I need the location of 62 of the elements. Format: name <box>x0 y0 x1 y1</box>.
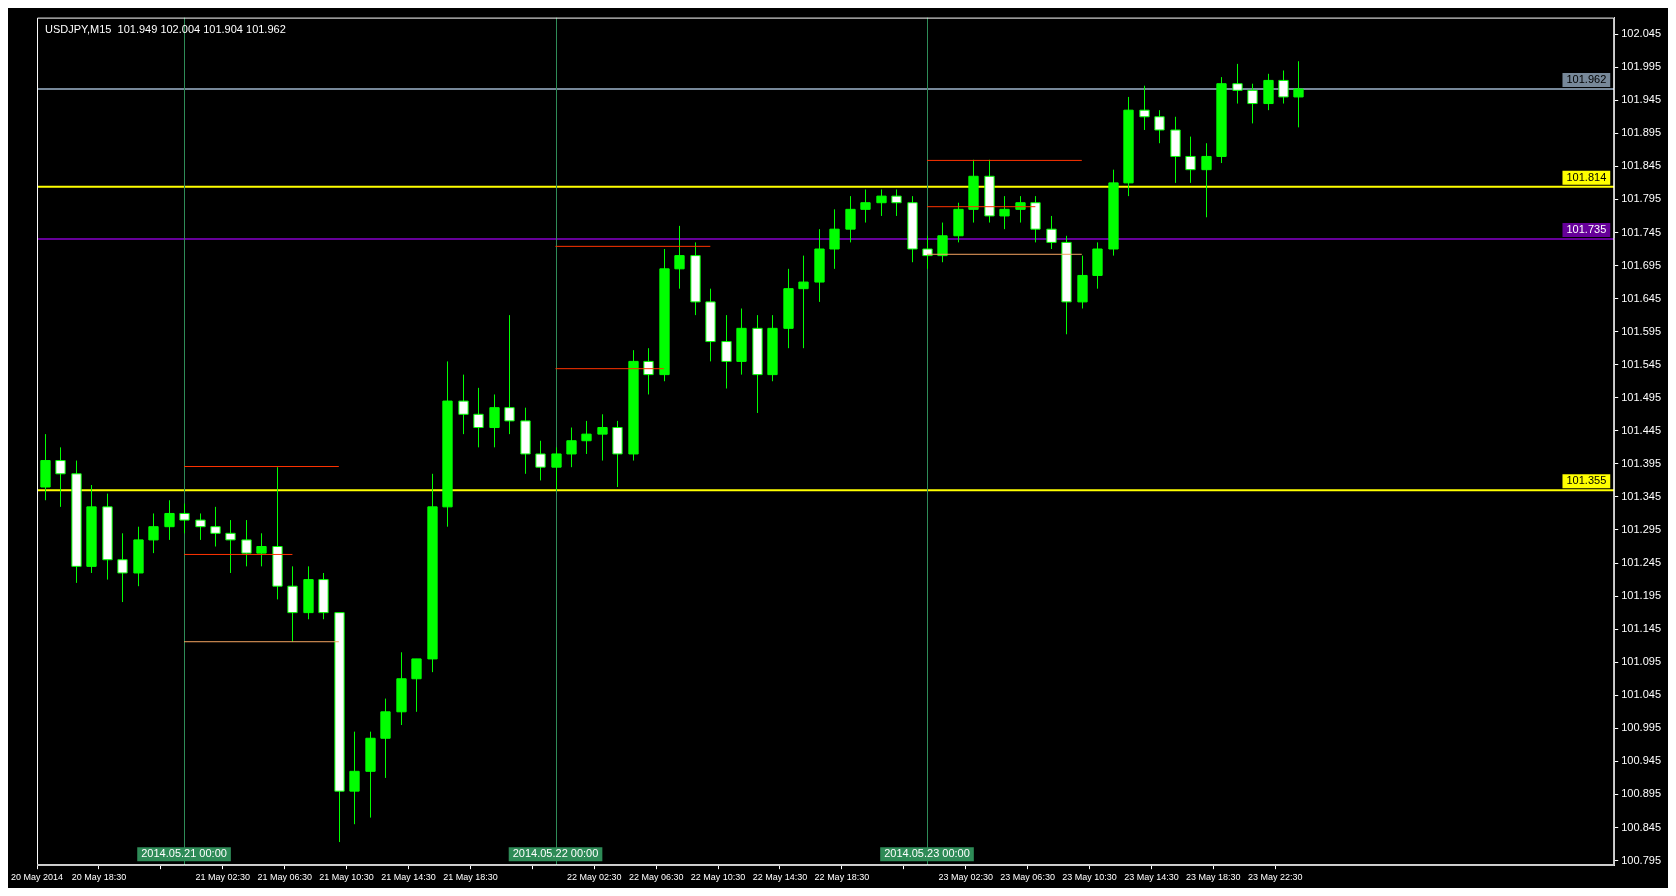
candlestick <box>721 314 732 390</box>
x-tick-label: 22 May 10:30 <box>690 872 746 883</box>
y-tick-label: 101.845 <box>1621 159 1661 172</box>
ref-line-label: 2014.05.21 00:00 <box>141 847 227 860</box>
x-tick-label: 21 May 18:30 <box>443 872 498 883</box>
candlestick <box>241 519 252 567</box>
ref-line-label: 101.962 <box>1566 73 1607 86</box>
x-tick-label: 23 May 10:30 <box>1062 872 1117 883</box>
ref-line-label: 101.355 <box>1566 474 1607 487</box>
x-tick-label: 22 May 18:30 <box>814 872 870 883</box>
x-tick-label: 21 May 10:30 <box>319 872 374 883</box>
y-tick-label: 101.795 <box>1621 192 1661 205</box>
candlestick <box>597 413 608 462</box>
y-tick-label: 102.045 <box>1621 27 1661 40</box>
candlestick <box>860 189 871 224</box>
y-tick-label: 101.195 <box>1621 589 1661 602</box>
x-tick-label: 22 May 02:30 <box>566 872 622 883</box>
candlestick <box>489 393 500 448</box>
y-tick-label: 100.995 <box>1621 721 1661 734</box>
candlestick <box>535 440 546 481</box>
x-tick-label: 20 May 18:30 <box>71 872 127 883</box>
y-tick-label: 100.845 <box>1621 820 1661 833</box>
candlestick <box>210 506 221 548</box>
candlestick <box>1232 63 1243 105</box>
x-tick-label: 22 May 06:30 <box>628 872 684 883</box>
ref-line-label: 2014.05.23 00:00 <box>884 847 970 860</box>
y-tick-label: 101.995 <box>1621 60 1661 73</box>
x-tick-label: 22 May 14:30 <box>752 872 808 883</box>
y-tick-label: 100.945 <box>1621 754 1661 767</box>
ref-line-label: 101.814 <box>1566 170 1607 183</box>
x-tick-label: 23 May 06:30 <box>1000 872 1055 883</box>
x-tick-label: 23 May 14:30 <box>1124 872 1179 883</box>
y-tick-label: 101.695 <box>1621 258 1661 271</box>
ref-line-label: 2014.05.22 00:00 <box>512 847 599 860</box>
y-tick-label: 101.145 <box>1621 622 1661 635</box>
y-tick-label: 101.345 <box>1621 489 1661 502</box>
y-tick-label: 101.745 <box>1621 225 1661 238</box>
y-tick-label: 101.645 <box>1621 291 1661 304</box>
y-tick-label: 101.395 <box>1621 456 1661 469</box>
y-tick-label: 100.795 <box>1621 853 1661 866</box>
y-tick-label: 101.445 <box>1621 423 1661 436</box>
x-tick-label: 21 May 14:30 <box>381 872 436 883</box>
y-tick-label: 100.895 <box>1621 787 1661 800</box>
y-tick-label: 101.945 <box>1621 93 1661 106</box>
ref-line-label: 101.735 <box>1566 223 1607 236</box>
x-tick-label: 21 May 02:30 <box>195 872 251 883</box>
y-tick-label: 101.045 <box>1621 688 1661 701</box>
x-tick-label: 23 May 22:30 <box>1247 872 1303 883</box>
y-tick-label: 101.295 <box>1621 523 1661 536</box>
y-tick-label: 101.095 <box>1621 655 1661 668</box>
y-tick-label: 101.495 <box>1621 390 1661 403</box>
candlestick <box>256 532 267 567</box>
x-tick-label: 23 May 02:30 <box>938 872 993 883</box>
y-tick-label: 101.545 <box>1621 357 1661 370</box>
candlestick <box>551 446 562 491</box>
text: USDJPY,M15 101.949 102.004 101.904 101.962 <box>45 22 286 35</box>
x-tick-label: 21 May 06:30 <box>257 872 312 883</box>
y-tick-label: 101.245 <box>1621 556 1661 569</box>
x-tick-label: 20 May 2014 <box>10 872 64 883</box>
y-tick-label: 101.895 <box>1621 126 1661 139</box>
y-tick-label: 101.595 <box>1621 324 1661 337</box>
x-tick-label: 23 May 18:30 <box>1186 872 1241 883</box>
